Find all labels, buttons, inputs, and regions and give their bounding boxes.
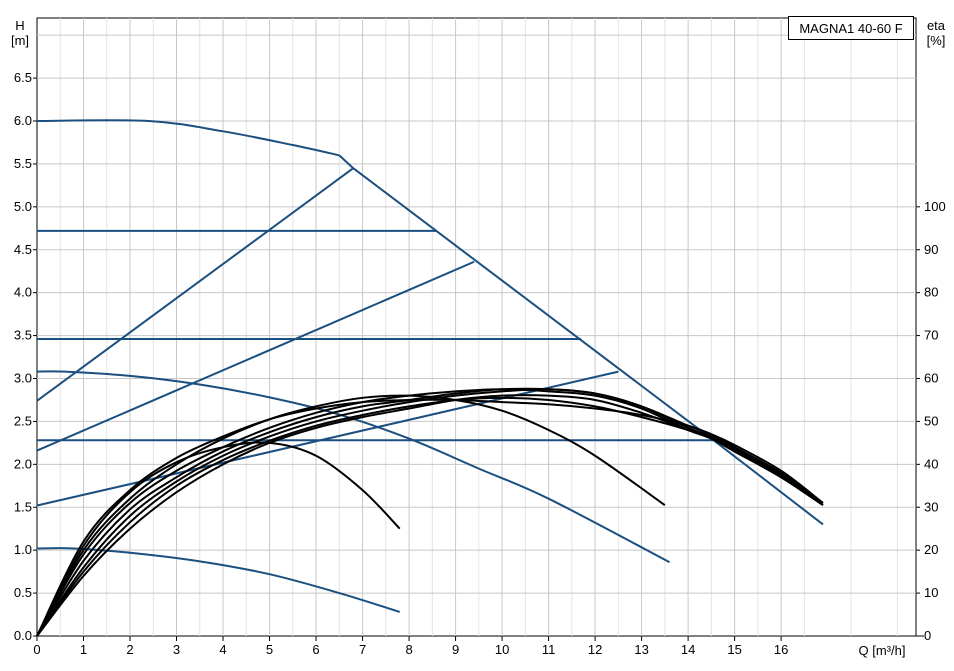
qh-series-line [36,260,475,452]
grid-layer [36,17,917,637]
qh-series-line [36,167,354,402]
y-right-label-unit: [%] [927,33,946,48]
y-left-tick-label: 3.0 [14,371,32,386]
plot-frame [36,17,917,637]
axis-layer: H [m] eta [%] Q [m³/h] 0 1 2 3 4 5 6 7 8 9 10 11 12 1… [11,18,946,658]
y-left-tick-label: 4.5 [14,242,32,257]
y-left-tick-label: 2.0 [14,456,32,471]
x-tick-label: 15 [727,642,741,657]
y-left-tick-label: 6.0 [14,113,32,128]
eta-series-line [36,441,401,637]
x-axis-label: Q [m³/h] [859,643,906,658]
x-tick-label: 14 [681,642,695,657]
x-tick-label: 1 [80,642,87,657]
qh-series-line [36,547,401,613]
qh-series-line [338,154,824,526]
y-right-tick-label: 90 [924,242,938,257]
y-left-tick-label: 1.5 [14,499,32,514]
y-right-tick-label: 50 [924,413,938,428]
y-right-tick-label: 70 [924,328,938,343]
x-tick-label: 11 [542,642,556,657]
y-left-tick-label: 4.0 [14,285,32,300]
x-tick-label: 2 [126,642,133,657]
x-tick-label: 12 [588,642,602,657]
x-tick-label: 13 [634,642,648,657]
series-layer [36,119,824,637]
x-tick-label: 4 [219,642,226,657]
y-right-tick-label: 40 [924,456,938,471]
x-tick-label: 3 [173,642,180,657]
y-right-tick-label: 30 [924,499,938,514]
eta-series-line [36,388,824,637]
x-tick-label: 6 [312,642,319,657]
y-right-tick-label: 80 [924,285,938,300]
y-left-tick-label: 5.0 [14,199,32,214]
x-tick-label: 10 [495,642,509,657]
y-left-tick-label: 5.5 [14,156,32,171]
x-tick-label: 16 [774,642,788,657]
y-left-label-unit: [m] [11,33,29,48]
qh-series-line [36,119,340,157]
y-right-label-top: eta [927,18,946,33]
x-tick-label: 9 [452,642,459,657]
x-tick-label: 8 [405,642,412,657]
qh-series-line [36,370,619,507]
eta-series-line [36,387,824,637]
y-left-tick-label: 6.5 [14,70,32,85]
y-right-tick-label: 10 [924,585,938,600]
y-left-tick-label: 2.5 [14,413,32,428]
eta-series-line [36,388,824,637]
eta-series-line [36,394,824,637]
y-right-tick-label: 100 [924,199,946,214]
y-left-tick-label: 0.5 [14,585,32,600]
y-right-tick-label: 60 [924,371,938,386]
x-tick-label: 5 [266,642,273,657]
y-left-label-top: H [15,18,24,33]
y-left-tick-label: 1.0 [14,542,32,557]
y-left-tick-label: 3.5 [14,328,32,343]
y-right-tick-label: 0 [924,628,931,643]
qh-series-line [36,370,670,564]
x-tick-label: 0 [33,642,40,657]
x-tick-label: 7 [359,642,366,657]
y-left-tick-label: 0.0 [14,628,32,643]
chart-title: MAGNA1 40-60 F [788,16,914,40]
y-right-tick-label: 20 [924,542,938,557]
eta-series-line [36,394,666,637]
